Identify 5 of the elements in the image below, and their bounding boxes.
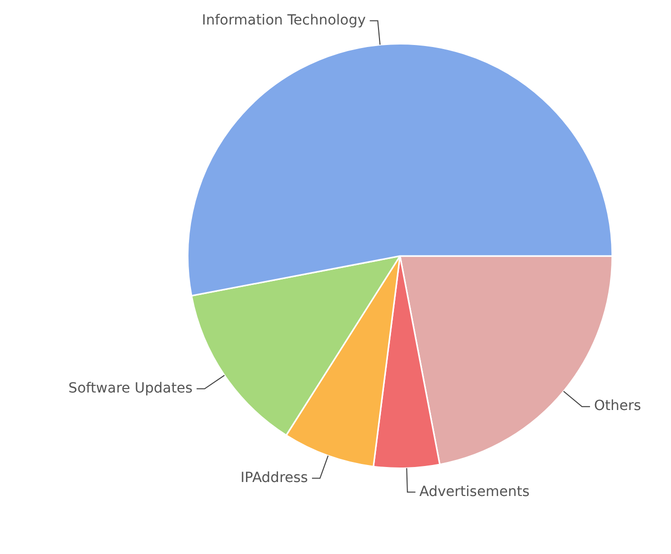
slice-label: Others <box>594 398 642 414</box>
slice-label: Information Technology <box>202 12 366 28</box>
slice-label: Software Updates <box>68 380 193 396</box>
slice-label: Advertisements <box>419 484 530 500</box>
slice-label: IPAddress <box>240 470 308 486</box>
